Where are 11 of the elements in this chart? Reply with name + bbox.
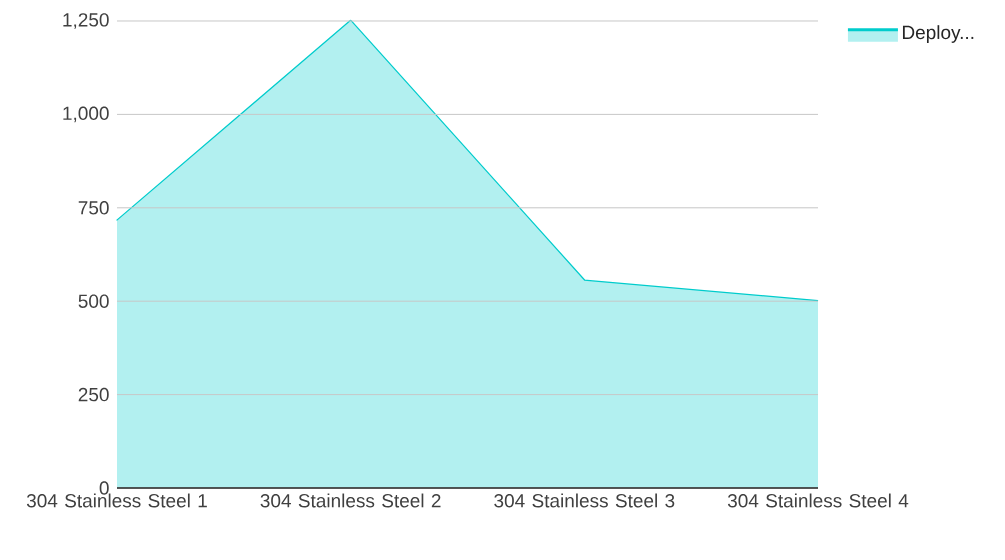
y-tick-label: 0	[99, 481, 109, 495]
y-tick-label: 1,250	[63, 13, 109, 29]
y-tick-label: 500	[78, 294, 109, 308]
x-tick-label: 304 Stainless Steel 1	[26, 493, 207, 508]
x-tick-label: 304 Stainless Steel 2	[260, 493, 441, 508]
y-tick-label: 250	[78, 387, 109, 402]
y-tick-label: 750	[78, 201, 109, 215]
legend-label: Deploy...	[902, 25, 974, 43]
y-tick-label: 1,000	[63, 106, 109, 123]
x-tick-label: 304 Stainless Steel 4	[727, 493, 909, 508]
x-tick-label: 304 Stainless Steel 3	[494, 493, 675, 508]
